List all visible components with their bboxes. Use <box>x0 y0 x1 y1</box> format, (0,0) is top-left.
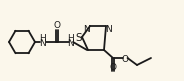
Text: N: N <box>84 24 90 34</box>
Text: O: O <box>121 55 128 64</box>
Text: O: O <box>54 21 61 31</box>
Text: H: H <box>40 34 46 43</box>
Text: O: O <box>109 63 116 72</box>
Text: S: S <box>76 33 82 43</box>
Text: H: H <box>68 34 74 43</box>
Text: N: N <box>106 24 112 34</box>
Text: N: N <box>39 39 45 48</box>
Text: N: N <box>67 39 73 48</box>
